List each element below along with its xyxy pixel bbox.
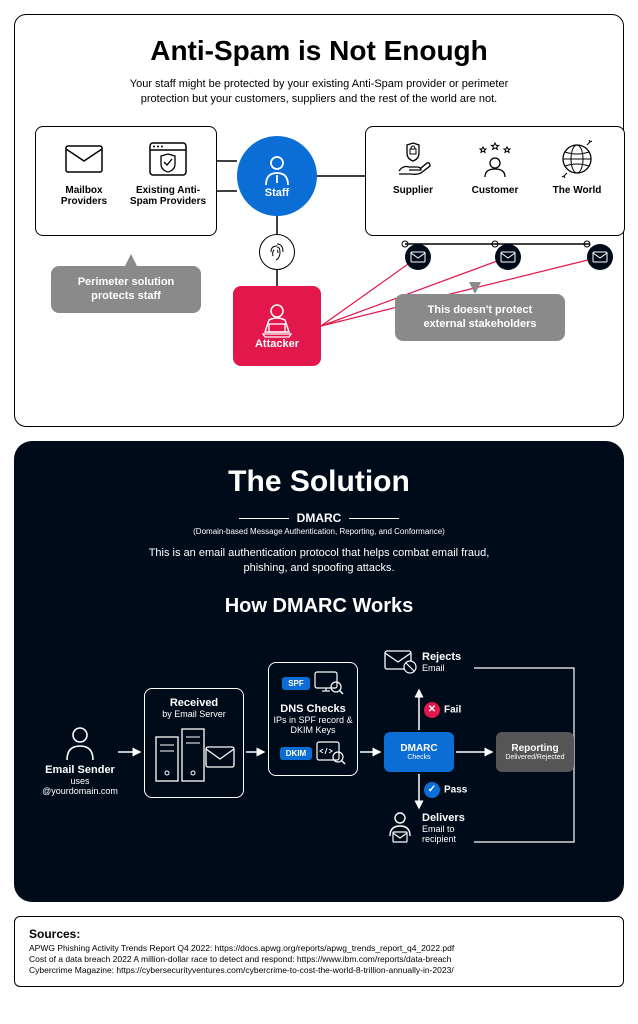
panel-antispam: Anti-Spam is Not Enough Your staff might…: [14, 14, 624, 427]
dns-sub: IPs in SPF record & DKIM Keys: [273, 715, 352, 735]
node-reporting: Reporting Delivered/Rejected: [496, 732, 574, 772]
delivers-sub: Email to recipient: [422, 824, 456, 844]
source-line: APWG Phishing Activity Trends Report Q4 …: [29, 943, 609, 954]
node-staff: Staff: [237, 136, 317, 216]
fingerprint-icon: [259, 234, 295, 270]
label-fail: ✕Fail: [424, 702, 461, 718]
item-label: Supplier: [393, 185, 433, 196]
envelope-dot-icon: [405, 244, 431, 270]
item-label: The World: [553, 185, 602, 196]
source-line: Cybercrime Magazine: https://cybersecuri…: [29, 965, 609, 976]
delivers-title: Delivers: [422, 812, 474, 824]
diagram-dmarc: Email Sender uses @yourdomain.com Receiv…: [34, 632, 604, 872]
attacker-label: Attacker: [255, 338, 299, 350]
panel2-title: The Solution: [34, 465, 604, 499]
envelope-dot-icon: [495, 244, 521, 270]
group-external: Supplier Customer The World: [365, 126, 625, 236]
person-envelope-icon: [384, 810, 416, 846]
item-customer: Customer: [455, 137, 535, 196]
callout-perimeter: Perimeter solution protects staff: [51, 266, 201, 314]
node-server: Received by Email Server: [144, 688, 244, 798]
node-sender: Email Sender uses @yourdomain.com: [40, 724, 120, 796]
node-rejects: RejectsEmail: [384, 650, 474, 674]
label-pass: ✓Pass: [424, 782, 467, 798]
rejects-sub: Email: [422, 663, 445, 673]
dmarc-box-sub: Checks: [407, 754, 430, 761]
reporting-title: Reporting: [511, 743, 558, 754]
item-world: The World: [537, 137, 617, 196]
panel1-subtitle: Your staff might be protected by your ex…: [129, 77, 509, 108]
person-icon: [262, 153, 292, 187]
dns-title: DNS Checks: [273, 703, 353, 715]
group-internal: Mailbox Providers Existing Anti-Spam Pro…: [35, 126, 217, 236]
dmarc-box-title: DMARC: [400, 743, 437, 754]
dmarc-heading: DMARC: [34, 511, 604, 525]
how-title: How DMARC Works: [34, 595, 604, 618]
item-label: Mailbox Providers: [61, 185, 107, 207]
server-sub: by Email Server: [162, 709, 226, 719]
monitor-search-icon: [314, 671, 344, 697]
item-label: Customer: [472, 185, 519, 196]
hand-lock-icon: [373, 137, 453, 181]
sources-box: Sources: APWG Phishing Activity Trends R…: [14, 916, 624, 987]
callout-external: This doesn't protect external stakeholde…: [395, 294, 565, 342]
source-line: Cost of a data breach 2022 A million-dol…: [29, 954, 609, 965]
item-label: Existing Anti-Spam Providers: [130, 185, 206, 207]
item-mailbox: Mailbox Providers: [44, 137, 124, 207]
dmarc-description: This is an email authentication protocol…: [139, 546, 499, 577]
item-supplier: Supplier: [373, 137, 453, 196]
person-icon: [63, 724, 97, 762]
item-antispam: Existing Anti-Spam Providers: [128, 137, 208, 207]
envelope-dot-icon: [587, 244, 613, 270]
stars-person-icon: [455, 137, 535, 181]
envelope-blocked-icon: [384, 650, 416, 674]
envelope-icon: [44, 137, 124, 181]
code-search-icon: [316, 741, 346, 767]
browser-shield-icon: [128, 137, 208, 181]
hacker-icon: [255, 302, 299, 338]
spf-tag: SPF: [282, 677, 310, 690]
dkim-tag: DKIM: [280, 747, 312, 760]
node-dns: SPF DNS Checks IPs in SPF record & DKIM …: [268, 662, 358, 776]
dmarc-fullname: (Domain-based Message Authentication, Re…: [34, 527, 604, 536]
diagram-antispam: Mailbox Providers Existing Anti-Spam Pro…: [35, 126, 603, 406]
rejects-title: Rejects: [422, 651, 461, 663]
node-delivers: DeliversEmail to recipient: [384, 810, 474, 846]
node-dmarc: DMARC Checks: [384, 732, 454, 772]
sources-heading: Sources:: [29, 927, 609, 941]
x-icon: ✕: [424, 702, 440, 718]
server-icon: [152, 725, 236, 785]
node-attacker: Attacker: [233, 286, 321, 366]
globe-icon: [537, 137, 617, 181]
sender-title: Email Sender: [40, 764, 120, 776]
reporting-sub: Delivered/Rejected: [505, 754, 564, 761]
panel-solution: The Solution DMARC (Domain-based Message…: [14, 441, 624, 902]
sender-sub: uses @yourdomain.com: [42, 776, 118, 796]
check-icon: ✓: [424, 782, 440, 798]
server-title: Received: [151, 697, 237, 709]
staff-label: Staff: [265, 187, 289, 199]
panel1-title: Anti-Spam is Not Enough: [35, 35, 603, 67]
